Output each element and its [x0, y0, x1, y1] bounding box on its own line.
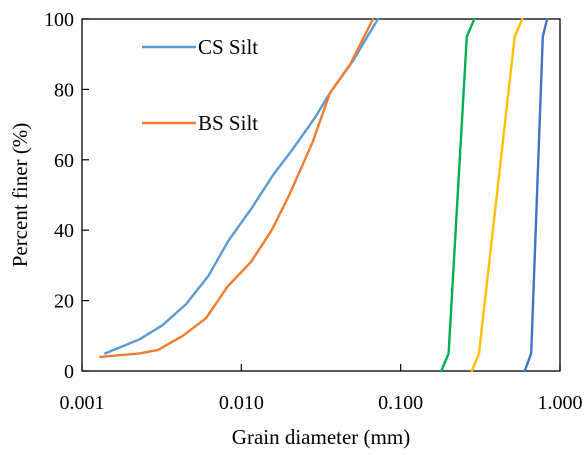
- plot-area: [81, 17, 561, 373]
- y-axis-title: Percent finer (%): [8, 123, 32, 268]
- legend-label-bs-silt: BS Silt: [198, 111, 258, 135]
- series-layer: [98, 17, 549, 373]
- y-tick-label: 0: [64, 361, 74, 383]
- plot-frame: [81, 18, 561, 372]
- series-line-bs-silt: [98, 17, 375, 359]
- y-tick-label: 100: [44, 9, 74, 31]
- x-tick-label: 0.001: [60, 392, 105, 414]
- y-tick-label: 60: [54, 150, 74, 172]
- x-tick-label: 0.010: [219, 392, 264, 414]
- series-line-series-5: [523, 17, 549, 373]
- x-tick-label: 0.100: [378, 392, 423, 414]
- x-tick-label: 1.000: [538, 392, 583, 414]
- y-tick-label: 80: [54, 79, 74, 101]
- y-tick-label: 20: [54, 291, 74, 313]
- legend-label-cs-silt: CS Silt: [198, 35, 258, 59]
- ticks-layer: [81, 18, 561, 372]
- y-tick-label: 40: [54, 220, 74, 242]
- series-line-series-3: [440, 17, 476, 373]
- x-axis-title: Grain diameter (mm): [232, 425, 410, 449]
- series-line-series-4: [470, 17, 524, 373]
- series-line-cs-silt: [104, 17, 380, 355]
- legend: CS Silt BS Silt: [142, 35, 258, 135]
